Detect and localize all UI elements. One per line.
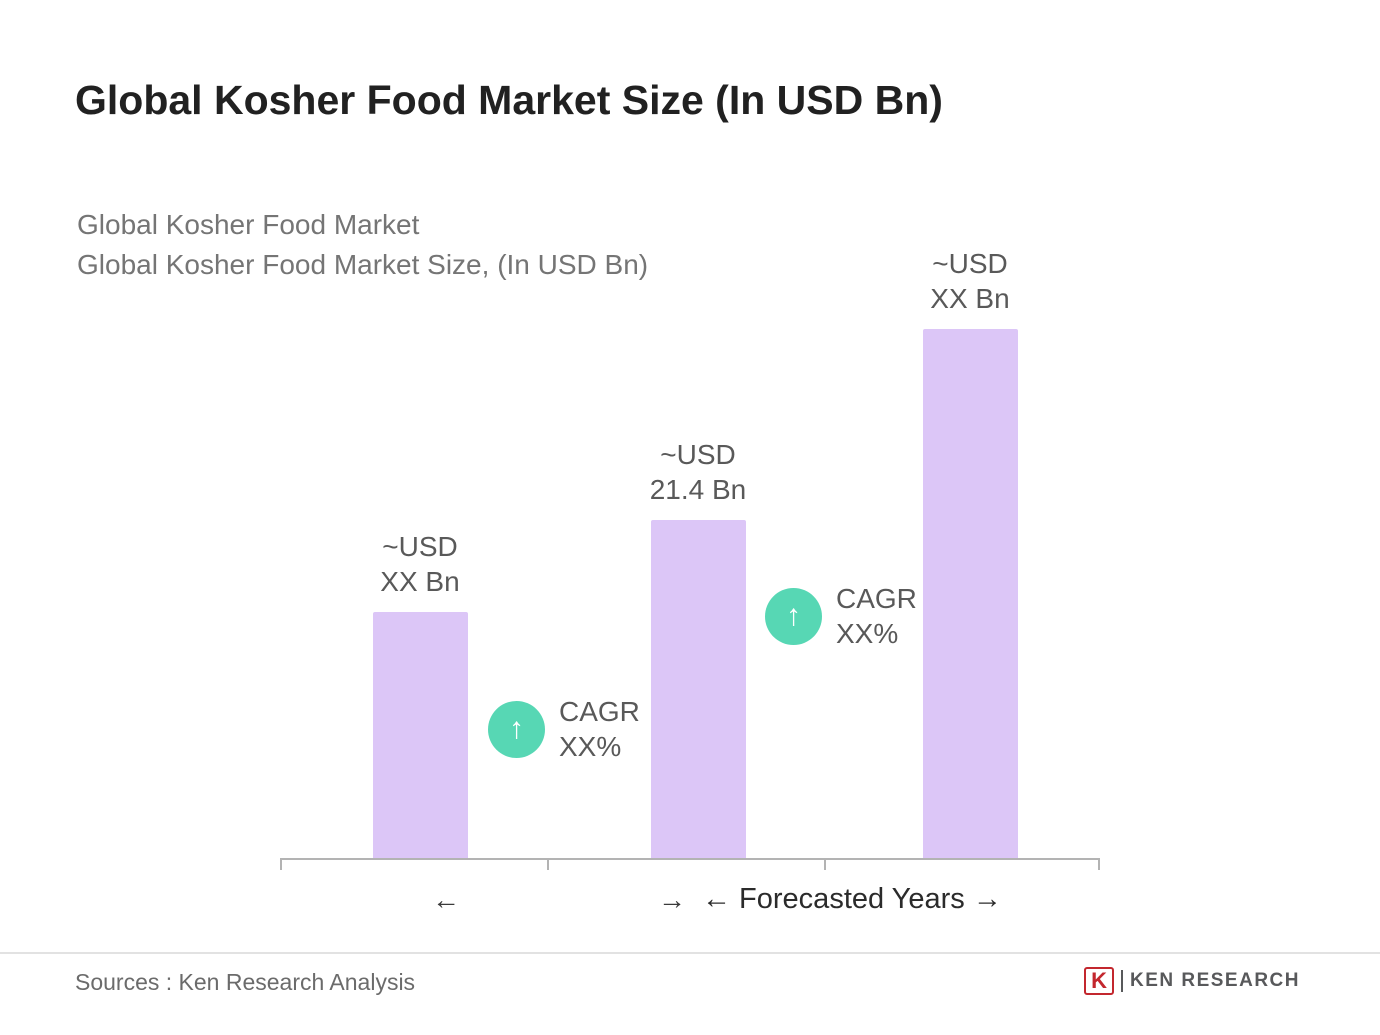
bar bbox=[372, 612, 468, 860]
up-arrow-icon: ↑ bbox=[786, 599, 801, 632]
up-arrow-icon: ↑ bbox=[509, 712, 524, 745]
logo-k-icon: K bbox=[1084, 967, 1114, 995]
cagr-line2: XX% bbox=[559, 731, 622, 762]
page-title: Global Kosher Food Market Size (In USD B… bbox=[75, 77, 943, 123]
cagr-line1: CAGR bbox=[836, 583, 917, 614]
logo-wordmark: KEN RESEARCH bbox=[1129, 970, 1300, 991]
axis-tick bbox=[547, 858, 549, 870]
subtitle-line-1: Global Kosher Food Market bbox=[77, 209, 420, 240]
ken-research-logo: K KEN RESEARCH bbox=[1084, 967, 1300, 995]
bar-value-label: ~USD XX Bn bbox=[930, 246, 1009, 316]
cagr-line2: XX% bbox=[836, 618, 899, 649]
bar-value-label: ~USD XX Bn bbox=[380, 529, 459, 599]
growth-badge: ↑ bbox=[765, 587, 822, 645]
cagr-annotation-1: ↑ CAGR XX% bbox=[488, 694, 640, 764]
cagr-label: CAGR XX% bbox=[559, 694, 640, 764]
bar-value-label: ~USD 21.4 Bn bbox=[650, 437, 747, 507]
bar-value-line1: ~USD bbox=[932, 248, 1008, 279]
bar-chart: ~USD XX Bn ~USD 21.4 Bn ~USD XX Bn ↑ bbox=[280, 246, 1100, 870]
cagr-line1: CAGR bbox=[559, 696, 640, 727]
cagr-label: CAGR XX% bbox=[836, 581, 917, 651]
axis-tick bbox=[824, 858, 826, 870]
footer-divider bbox=[0, 952, 1380, 954]
axis-tick bbox=[1098, 858, 1100, 870]
bar bbox=[650, 520, 746, 860]
bar-group-3: ~USD XX Bn bbox=[900, 246, 1040, 860]
logo-divider bbox=[1120, 970, 1123, 992]
growth-badge: ↑ bbox=[488, 700, 545, 758]
bar-value-line1: ~USD bbox=[382, 531, 458, 562]
forecast-start-arrow: → bbox=[658, 884, 686, 915]
bar-value-line2: XX Bn bbox=[380, 566, 460, 597]
sources-text: Sources : Ken Research Analysis bbox=[75, 969, 416, 995]
bar-value-line2: 21.4 Bn bbox=[649, 474, 747, 505]
x-axis-line bbox=[280, 858, 1100, 860]
forecasted-years-label: ← Forecasted Years → bbox=[702, 883, 1002, 915]
axis-tick bbox=[280, 858, 282, 870]
cagr-annotation-2: ↑ CAGR XX% bbox=[765, 581, 917, 651]
bar-value-line2: XX Bn bbox=[930, 283, 1010, 314]
subtitle-line-2: Global Kosher Food Market Size, (In USD … bbox=[77, 249, 649, 280]
bar-value-line1: ~USD bbox=[660, 439, 736, 470]
bar bbox=[922, 329, 1018, 860]
bar-group-2: ~USD 21.4 Bn bbox=[628, 437, 768, 860]
subtitle-block: Global Kosher Food Market Global Kosher … bbox=[77, 205, 648, 285]
historic-left-arrow: ← bbox=[432, 884, 460, 915]
bar-group-1: ~USD XX Bn bbox=[350, 529, 490, 860]
